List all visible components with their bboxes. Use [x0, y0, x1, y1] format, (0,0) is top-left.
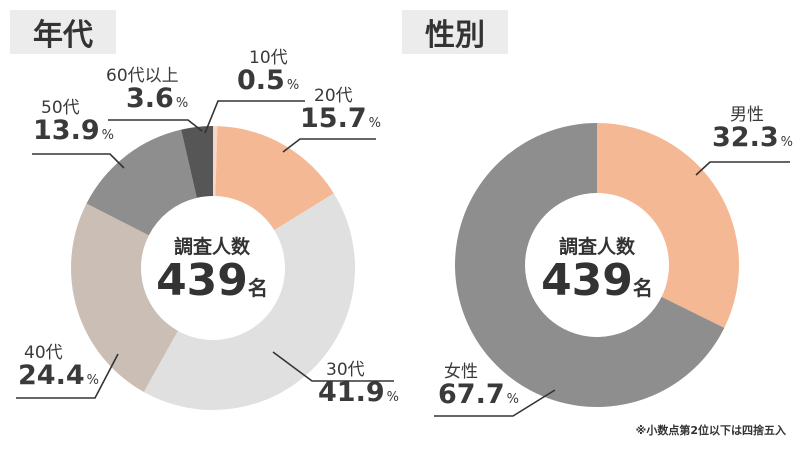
label-20s: 20代 15.7% [300, 88, 381, 132]
leader-line [32, 154, 124, 168]
label-10s: 10代 0.5% [237, 50, 299, 94]
label-male: 男性 32.3% [712, 107, 793, 151]
gender-center-text: 調査人数 439名 [537, 232, 657, 303]
label-40s: 40代 24.4% [18, 345, 99, 389]
label-female: 女性 67.7% [438, 364, 519, 408]
label-30s: 30代 41.9% [318, 362, 399, 406]
label-50s: 50代 13.9% [33, 100, 114, 144]
footnote: ※小数点第2位以下は四捨五入 [636, 422, 786, 438]
leader-line [283, 139, 376, 152]
age-center-text: 調査人数 439名 [152, 232, 272, 303]
label-60s-plus: 60代以上 3.6% [106, 68, 188, 112]
leader-line [696, 162, 790, 175]
